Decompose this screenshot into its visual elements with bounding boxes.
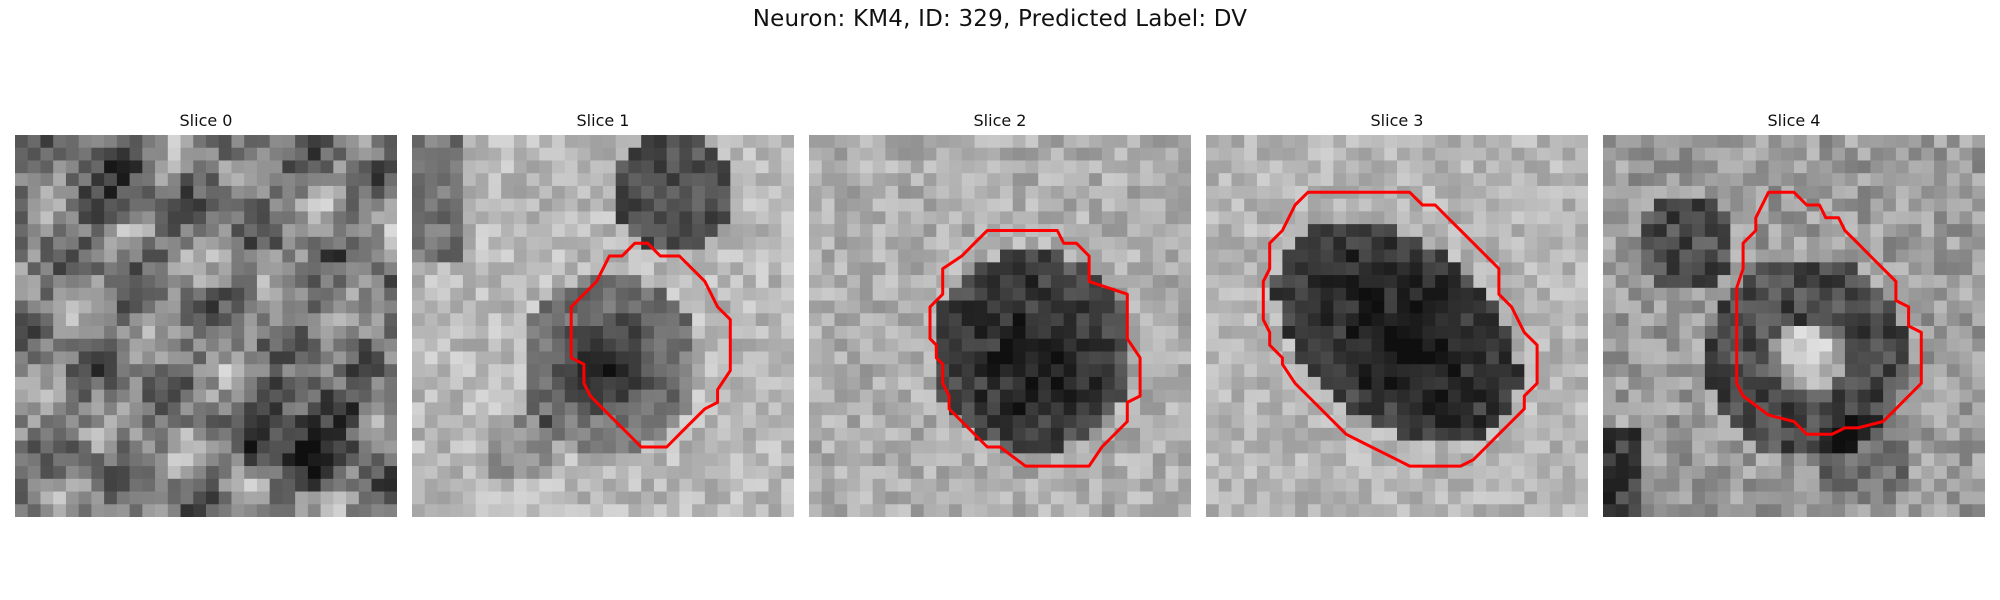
- contour-outline: [569, 241, 732, 449]
- contour-outline: [1735, 190, 1923, 436]
- slice-title-0: Slice 0: [179, 111, 233, 130]
- slice-image-2: [809, 135, 1191, 517]
- slice-image-1: [412, 135, 794, 517]
- slice-title-3: Slice 3: [1370, 111, 1424, 130]
- slice-panel-0: Slice 0: [15, 108, 397, 517]
- slice-image-4: [1603, 135, 1985, 517]
- slice-panels: Slice 0 Slice 1 Slice 2 Slice 3 Slice 4: [15, 108, 1985, 520]
- slice-panel-2: Slice 2: [809, 108, 1191, 517]
- slice-title-1: Slice 1: [576, 111, 630, 130]
- slice-image-3: [1206, 135, 1588, 517]
- slice-title-2: Slice 2: [973, 111, 1027, 130]
- figure-title: Neuron: KM4, ID: 329, Predicted Label: D…: [752, 6, 1248, 32]
- slice-panel-1: Slice 1: [412, 108, 794, 517]
- slice-image-0: [15, 135, 397, 517]
- slice-title-4: Slice 4: [1767, 111, 1821, 130]
- contour-outline: [928, 229, 1142, 468]
- slice-panel-3: Slice 3: [1206, 108, 1588, 517]
- slice-panel-4: Slice 4: [1603, 108, 1985, 517]
- contour-outline: [1261, 190, 1539, 468]
